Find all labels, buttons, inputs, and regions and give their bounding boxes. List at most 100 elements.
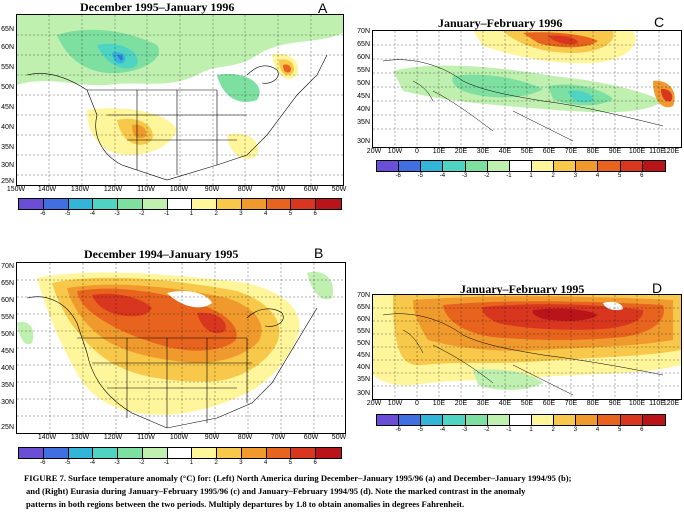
panel-d-map xyxy=(372,294,682,400)
colorbar-tick-label: -6 xyxy=(395,427,401,433)
colorbar-tick-label: -5 xyxy=(64,211,71,217)
lat-label: 60N xyxy=(1,44,14,51)
lat-label: 35N xyxy=(1,382,14,389)
colorbar-swatch xyxy=(465,415,488,425)
lon-label: 60E xyxy=(542,400,556,407)
colorbar-tick-label: -5 xyxy=(417,173,423,179)
lon-label: 120W xyxy=(103,434,123,441)
lon-label: 100E xyxy=(628,400,646,407)
lat-label: 50N xyxy=(1,84,14,91)
lon-label: 0 xyxy=(415,148,419,155)
colorbar-swatch xyxy=(43,199,69,209)
panel-b-colorbar xyxy=(18,447,342,459)
lon-label: 50E xyxy=(520,148,534,155)
lon-label: 70W xyxy=(270,434,286,441)
panel-c-map-graphic xyxy=(373,31,681,147)
panel-a-colorbar xyxy=(18,198,342,210)
colorbar-tick-label: -3 xyxy=(114,460,120,466)
colorbar-swatch xyxy=(266,199,292,209)
caption-line: and (Right) Eurasia during January–Febru… xyxy=(26,486,526,496)
lat-label: 30N xyxy=(357,138,370,145)
colorbar-swatch xyxy=(266,448,292,458)
panel-b-letter: B xyxy=(314,245,324,261)
lon-label: 50W xyxy=(331,186,347,193)
lon-label: 90W xyxy=(204,186,220,193)
colorbar-swatch xyxy=(399,161,422,171)
colorbar-tick-label: -6 xyxy=(395,173,401,179)
colorbar-tick-label: 1 xyxy=(529,427,533,433)
lat-label: 45N xyxy=(357,93,370,100)
colorbar-swatch xyxy=(509,161,532,171)
colorbar-tick-label: -5 xyxy=(64,460,71,466)
lon-label: 60W xyxy=(303,186,319,193)
colorbar-tick-label: -3 xyxy=(461,173,468,179)
colorbar-swatch xyxy=(642,415,665,425)
lat-label: 50N xyxy=(1,331,14,338)
lat-label: 45N xyxy=(1,104,14,111)
colorbar-tick-label: -2 xyxy=(139,460,145,466)
colorbar-tick-label: -2 xyxy=(484,173,490,179)
panel-b-map xyxy=(16,262,346,434)
lon-label: 130W xyxy=(70,434,90,441)
lon-label: 150W xyxy=(6,186,26,193)
colorbar-tick-label: -1 xyxy=(506,173,512,179)
colorbar-swatch xyxy=(576,161,599,171)
lon-label: 120E xyxy=(662,400,680,407)
colorbar-tick-label: 1 xyxy=(189,460,194,466)
lon-label: 10E xyxy=(432,400,446,407)
colorbar-swatch xyxy=(487,161,510,171)
colorbar-tick-label: 5 xyxy=(618,427,622,433)
colorbar-swatch xyxy=(192,199,218,209)
lon-label: 40E xyxy=(498,400,512,407)
caption-line: FIGURE 7. Surface temperature anomaly (°… xyxy=(24,473,572,483)
lat-label: 65N xyxy=(1,280,14,287)
colorbar-tick-label: 2 xyxy=(551,427,555,433)
colorbar-swatch xyxy=(167,199,193,209)
lon-label: 50W xyxy=(331,434,347,441)
caption-line: patterns in both regions between the two… xyxy=(26,499,465,509)
colorbar-swatch xyxy=(642,161,665,171)
lat-label: 40N xyxy=(357,364,370,371)
lat-label: 60N xyxy=(357,316,370,323)
lon-label: 70E xyxy=(564,400,578,407)
colorbar-swatch xyxy=(487,415,510,425)
colorbar-tick-label: 4 xyxy=(595,427,600,433)
colorbar-tick-label: -3 xyxy=(461,427,468,433)
lon-label: 30E xyxy=(476,400,490,407)
lat-label: 25N xyxy=(1,424,14,431)
lon-label: 50E xyxy=(520,400,534,407)
lat-label: 35N xyxy=(1,144,14,151)
colorbar-tick-label: -3 xyxy=(114,211,120,217)
panel-c-letter: C xyxy=(654,14,665,30)
colorbar-swatch xyxy=(531,415,555,425)
colorbar-tick-label: 4 xyxy=(595,173,600,179)
lat-label: 55N xyxy=(357,328,370,335)
colorbar-swatch xyxy=(509,415,532,425)
lon-label: 20E xyxy=(454,148,468,155)
lat-label: 60N xyxy=(357,54,370,61)
lat-label: 70N xyxy=(1,263,14,270)
panel-d-map-graphic xyxy=(373,295,681,399)
lat-label: 70N xyxy=(357,28,370,35)
colorbar-swatch xyxy=(421,161,444,171)
colorbar-tick-label: -2 xyxy=(484,427,490,433)
lon-label: 10W xyxy=(387,148,403,155)
panel-d-colorbar xyxy=(376,414,666,426)
lat-label: 70N xyxy=(357,292,370,299)
colorbar-tick-label: -1 xyxy=(163,211,170,217)
colorbar-swatch xyxy=(217,199,242,209)
panel-d-colorbar-labels: -6 -5 -4 -3 -2 -1 1 2 3 4 5 6 xyxy=(376,427,664,435)
colorbar-tick-label: -4 xyxy=(89,211,95,217)
lat-label: 65N xyxy=(357,304,370,311)
colorbar-tick-label: 3 xyxy=(239,211,243,217)
lat-label: 55N xyxy=(1,64,14,71)
lon-label: 40E xyxy=(498,148,512,155)
lon-label: 20W xyxy=(366,148,382,155)
colorbar-swatch xyxy=(399,415,422,425)
colorbar-swatch xyxy=(554,415,577,425)
colorbar-tick-label: -6 xyxy=(40,460,46,466)
lat-label: 60N xyxy=(1,297,14,304)
lon-label: 90E xyxy=(608,148,622,155)
lon-label: 140W xyxy=(37,186,57,193)
colorbar-tick-label: -6 xyxy=(40,211,46,217)
